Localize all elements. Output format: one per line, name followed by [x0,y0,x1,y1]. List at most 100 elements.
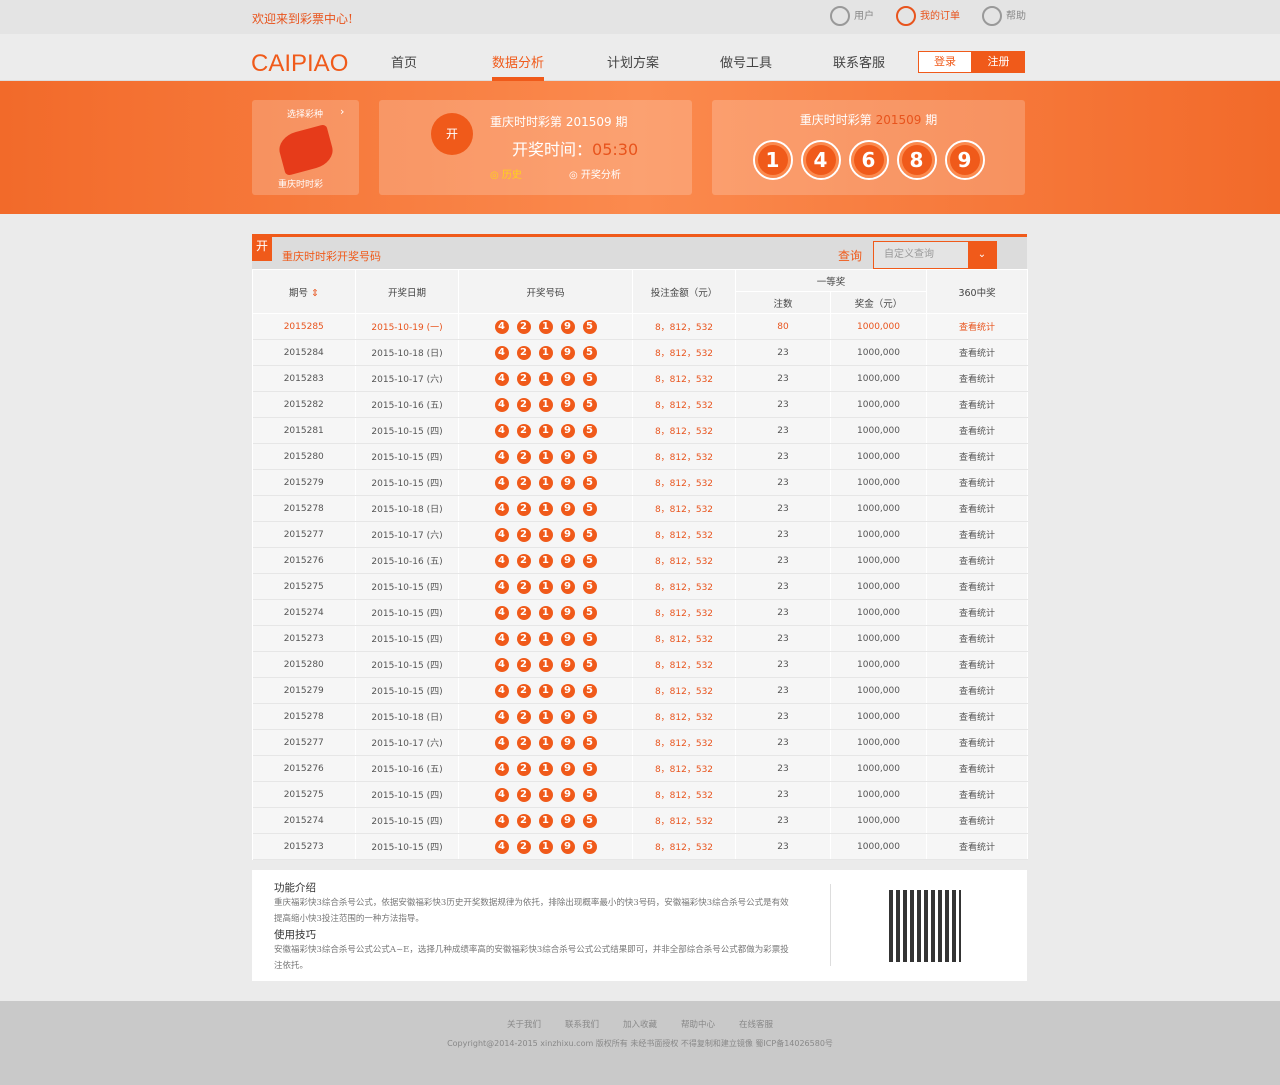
view-stats-link[interactable]: 查看统计 [926,391,1029,418]
help-link[interactable]: 帮助 [982,6,1026,26]
view-stats-link[interactable]: 查看统计 [926,547,1029,574]
col-count: 注数 [735,291,831,314]
view-stats-link[interactable]: 查看统计 [926,651,1029,678]
view-stats-link[interactable]: 查看统计 [926,443,1029,470]
prize-cell: 1000,000 [830,625,928,652]
number-ball: 4 [494,319,509,334]
number-ball: 4 [494,839,509,854]
view-stats-link[interactable]: 查看统计 [926,339,1029,366]
number-ball: 1 [538,319,553,334]
register-button[interactable]: 注册 [972,51,1025,73]
count-cell: 23 [735,365,831,392]
count-cell: 80 [735,313,831,340]
number-ball: 4 [494,631,509,646]
view-stats-link[interactable]: 查看统计 [926,599,1029,626]
table-row: 2015273 2015-10-15 (四) 4 2 1 9 5 8，812，532 23 100… [252,833,1029,860]
prize-cell: 1000,000 [830,417,928,444]
count-cell: 23 [735,599,831,626]
date-cell: 2015-10-17 (六) [355,729,459,756]
prize-cell: 1000,000 [830,599,928,626]
table-row: 2015275 2015-10-15 (四) 4 2 1 9 5 8，812，532 23 100… [252,781,1029,808]
view-stats-link[interactable]: 查看统计 [926,469,1029,496]
footer-favorite[interactable]: 加入收藏 [622,1020,657,1030]
issue-cell: 2015278 [252,495,356,522]
number-ball: 9 [560,449,575,464]
number-ball: 4 [494,709,509,724]
my-orders-link[interactable]: 我的订单 [896,6,960,26]
lottery-selector[interactable]: 选择彩种 › 重庆时时彩 [252,100,359,195]
view-stats-link[interactable]: 查看统计 [926,521,1029,548]
custom-query-select[interactable]: 自定义查询 ⌄ [873,241,997,269]
issue-cell: 2015273 [252,625,356,652]
footer-about[interactable]: 关于我们 [506,1020,541,1030]
sort-icon[interactable]: ⇕ [311,287,319,299]
prize-cell: 1000,000 [830,807,928,834]
number-ball: 2 [516,683,531,698]
view-stats-link[interactable]: 查看统计 [926,677,1029,704]
login-button[interactable]: 登录 [918,51,972,73]
view-stats-link[interactable]: 查看统计 [926,729,1029,756]
nav-tools[interactable]: 做号工具 [720,56,773,71]
count-cell: 23 [735,547,831,574]
number-ball: 9 [560,527,575,542]
view-stats-link[interactable]: 查看统计 [926,755,1029,782]
amount-cell: 8，812，532 [632,599,736,626]
view-stats-link[interactable]: 查看统计 [926,313,1029,340]
number-ball: 5 [582,423,597,438]
amount-cell: 8，812，532 [632,521,736,548]
number-ball: 4 [494,787,509,802]
query-button[interactable]: 查询 [838,249,863,263]
prize-cell: 1000,000 [830,703,928,730]
number-ball: 4 [494,345,509,360]
number-ball: 9 [560,735,575,750]
view-stats-link[interactable]: 查看统计 [926,703,1029,730]
count-cell: 23 [735,625,831,652]
footer-help[interactable]: 帮助中心 [681,1020,716,1030]
number-ball: 2 [516,371,531,386]
date-cell: 2015-10-15 (四) [355,573,459,600]
issue-cell: 2015285 [252,313,356,340]
number-ball: 4 [494,735,509,750]
footer-service[interactable]: 在线客服 [739,1020,774,1030]
issue-cell: 2015279 [252,469,356,496]
table-row: 2015280 2015-10-15 (四) 4 2 1 9 5 8，812，532 23 100… [252,443,1029,470]
view-stats-link[interactable]: 查看统计 [926,781,1029,808]
table-row: 2015279 2015-10-15 (四) 4 2 1 9 5 8，812，532 23 100… [252,677,1029,704]
result-ball: 4 [800,140,841,180]
history-link[interactable]: ◎ 历史 [490,170,522,181]
view-stats-link[interactable]: 查看统计 [926,495,1029,522]
nav-home[interactable]: 首页 [391,56,418,71]
view-stats-link[interactable]: 查看统计 [926,573,1029,600]
number-ball: 5 [582,761,597,776]
number-ball: 1 [538,371,553,386]
footer-contact[interactable]: 联系我们 [564,1020,599,1030]
amount-cell: 8，812，532 [632,547,736,574]
nav-data-analysis[interactable]: 数据分析 [492,52,545,81]
number-ball: 1 [538,605,553,620]
nav-plans[interactable]: 计划方案 [607,56,660,71]
date-cell: 2015-10-15 (四) [355,833,459,860]
logo[interactable]: CAIPIAO [251,50,349,77]
view-stats-link[interactable]: 查看统计 [926,625,1029,652]
view-stats-link[interactable]: 查看统计 [926,833,1029,860]
number-ball: 9 [560,761,575,776]
count-cell: 23 [735,469,831,496]
number-ball: 5 [582,631,597,646]
table-row: 2015282 2015-10-16 (五) 4 2 1 9 5 8，812，532 23 100… [252,391,1029,418]
view-stats-link[interactable]: 查看统计 [926,807,1029,834]
number-ball: 1 [538,735,553,750]
count-cell: 23 [735,391,831,418]
col-issue[interactable]: 期号 ⇕ [252,269,356,314]
number-ball: 4 [494,683,509,698]
user-link[interactable]: 用户 [830,6,874,26]
draw-info: 开 重庆时时彩第 201509 期 开奖时间：05:30 ◎ 历史 ◎ 开奖分析 [379,100,692,195]
view-stats-link[interactable]: 查看统计 [926,417,1029,444]
nav-contact[interactable]: 联系客服 [833,56,886,71]
issue-cell: 2015276 [252,547,356,574]
number-ball: 2 [516,579,531,594]
view-stats-link[interactable]: 查看统计 [926,365,1029,392]
date-cell: 2015-10-15 (四) [355,677,459,704]
analysis-link[interactable]: ◎ 开奖分析 [569,170,621,181]
